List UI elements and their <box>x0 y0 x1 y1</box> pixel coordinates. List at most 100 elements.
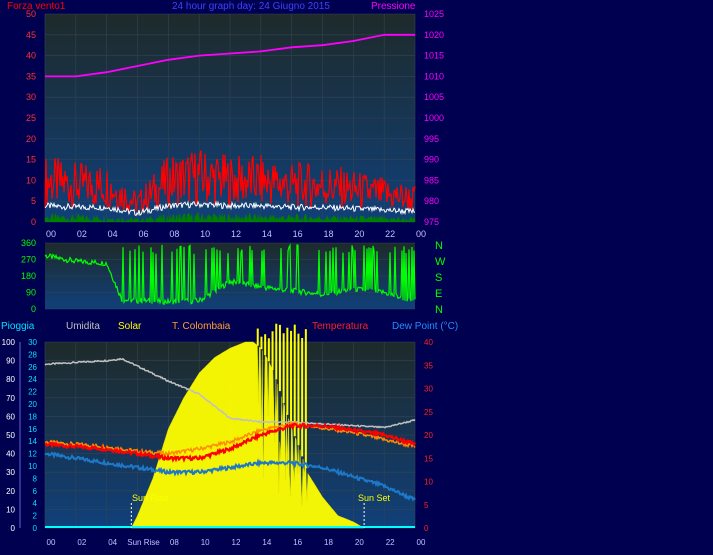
pressure-tick-label: 990 <box>424 155 439 165</box>
solar-tick-label: 18 <box>28 412 37 421</box>
wind-average-area <box>45 212 415 222</box>
direction-tick-label: 0 <box>31 304 36 314</box>
temperature-tick-label: 10 <box>424 478 433 487</box>
x-tick-label: 16 <box>293 538 302 547</box>
solar-tick-label: 22 <box>28 388 37 397</box>
pressure-tick-label: 1015 <box>424 51 444 61</box>
wind-tick-label: 25 <box>26 113 36 123</box>
humidity-tick-label: 90 <box>6 357 15 366</box>
wind-tick-label: 20 <box>26 134 36 144</box>
direction-tick-label: 90 <box>26 288 36 298</box>
solar-tick-label: 2 <box>33 512 38 521</box>
wind-tick-label: 5 <box>31 196 36 206</box>
humidity-tick-label: 70 <box>6 394 15 403</box>
wind-tick-label: 10 <box>26 175 36 185</box>
wind-tick-label: 0 <box>31 217 36 227</box>
solar-tick-label: 12 <box>28 450 37 459</box>
x-tick-label: 04 <box>108 229 118 239</box>
x-tick-label: 02 <box>77 229 87 239</box>
chart-title: 24 hour graph day: 24 Giugno 2015 <box>172 1 330 12</box>
series-umidita <box>44 357 416 429</box>
wind-axis-title: Forza vento1 <box>7 1 66 12</box>
x-tick-label: 00 <box>417 538 426 547</box>
x-tick-label: 18 <box>323 229 333 239</box>
legend-umidita: Umidita <box>66 321 100 332</box>
x-tick-label: 10 <box>200 229 210 239</box>
wind-tick-label: 45 <box>26 30 36 40</box>
solar-tick-label: 0 <box>33 524 38 533</box>
series-temperatura <box>44 422 416 463</box>
x-tick-label: 10 <box>201 538 210 547</box>
series-pressione <box>45 33 415 78</box>
solar-tick-label: 28 <box>28 350 37 359</box>
pressure-tick-label: 1010 <box>424 71 444 81</box>
legend-pioggia: Pioggia <box>1 321 35 332</box>
solar-tick-label: 30 <box>28 338 37 347</box>
direction-tick-label: 360 <box>21 238 36 248</box>
x-tick-label: 00 <box>46 229 56 239</box>
legend-dewpoint: Dew Point (°C) <box>392 321 459 332</box>
humidity-tick-label: 30 <box>6 468 15 477</box>
x-tick-label: 14 <box>262 229 272 239</box>
temperature-tick-label: 15 <box>424 454 433 463</box>
compass-e: E <box>435 288 443 300</box>
x-tick-label: 12 <box>231 229 241 239</box>
x-tick-label: 18 <box>324 538 333 547</box>
x-tick-label: 22 <box>385 229 395 239</box>
x-tick-label: 20 <box>354 229 364 239</box>
compass-s: S <box>435 272 443 284</box>
wind-tick-label: 30 <box>26 92 36 102</box>
direction-tick-label: 270 <box>21 255 36 265</box>
pressure-tick-label: 975 <box>424 217 439 227</box>
x-tick-label: 22 <box>386 538 395 547</box>
wind-tick-label: 15 <box>26 155 36 165</box>
direction-tick-label: 180 <box>21 271 36 281</box>
wind-tick-label: 35 <box>26 71 36 81</box>
pressure-tick-label: 1025 <box>424 9 444 19</box>
pressure-tick-label: 985 <box>424 175 439 185</box>
x-tick-label: Sun Rise <box>127 538 160 547</box>
solar-tick-label: 4 <box>33 499 38 508</box>
pressure-tick-label: 1000 <box>424 113 444 123</box>
humidity-tick-label: 60 <box>6 412 15 421</box>
humidity-tick-label: 0 <box>11 524 16 533</box>
solar-tick-label: 24 <box>28 375 37 384</box>
series-wind-direction <box>44 243 416 306</box>
x-tick-label: 08 <box>170 538 179 547</box>
solar-tick-label: 26 <box>28 363 37 372</box>
temperature-tick-label: 25 <box>424 408 433 417</box>
x-tick-label: 04 <box>108 538 117 547</box>
temperature-tick-label: 5 <box>424 501 429 510</box>
x-tick-label: 08 <box>169 229 179 239</box>
legend-temperatura: Temperatura <box>312 321 369 332</box>
sun-rise-label: Sun Rise <box>132 493 169 503</box>
pressure-tick-label: 1005 <box>424 92 444 102</box>
sun-set-label: Sun Set <box>358 493 391 503</box>
x-tick-label: 12 <box>232 538 241 547</box>
x-tick-label: 16 <box>293 229 303 239</box>
pressure-tick-label: 980 <box>424 196 439 206</box>
humidity-tick-label: 100 <box>2 338 16 347</box>
temperature-tick-label: 30 <box>424 385 433 394</box>
wind-tick-label: 40 <box>26 51 36 61</box>
pressure-tick-label: 995 <box>424 134 439 144</box>
temperature-tick-label: 40 <box>424 338 433 347</box>
x-tick-label: 14 <box>262 538 271 547</box>
x-tick-label: 00 <box>416 229 426 239</box>
solar-tick-label: 10 <box>28 462 37 471</box>
series-dew-point <box>44 451 416 502</box>
humidity-tick-label: 20 <box>6 487 15 496</box>
legend-tcolombaia: T. Colombaia <box>172 321 231 332</box>
series-wind-gust <box>44 200 416 217</box>
humidity-tick-label: 50 <box>6 431 15 440</box>
solar-tick-label: 20 <box>28 400 37 409</box>
temperature-tick-label: 0 <box>424 524 429 533</box>
pressure-axis-title: Pressione <box>371 1 416 12</box>
compass-w: W <box>435 256 446 268</box>
temperature-tick-label: 35 <box>424 361 433 370</box>
solar-tick-label: 16 <box>28 425 37 434</box>
x-tick-label: 06 <box>138 229 148 239</box>
x-tick-label: 00 <box>47 538 56 547</box>
x-tick-label: 20 <box>355 538 364 547</box>
